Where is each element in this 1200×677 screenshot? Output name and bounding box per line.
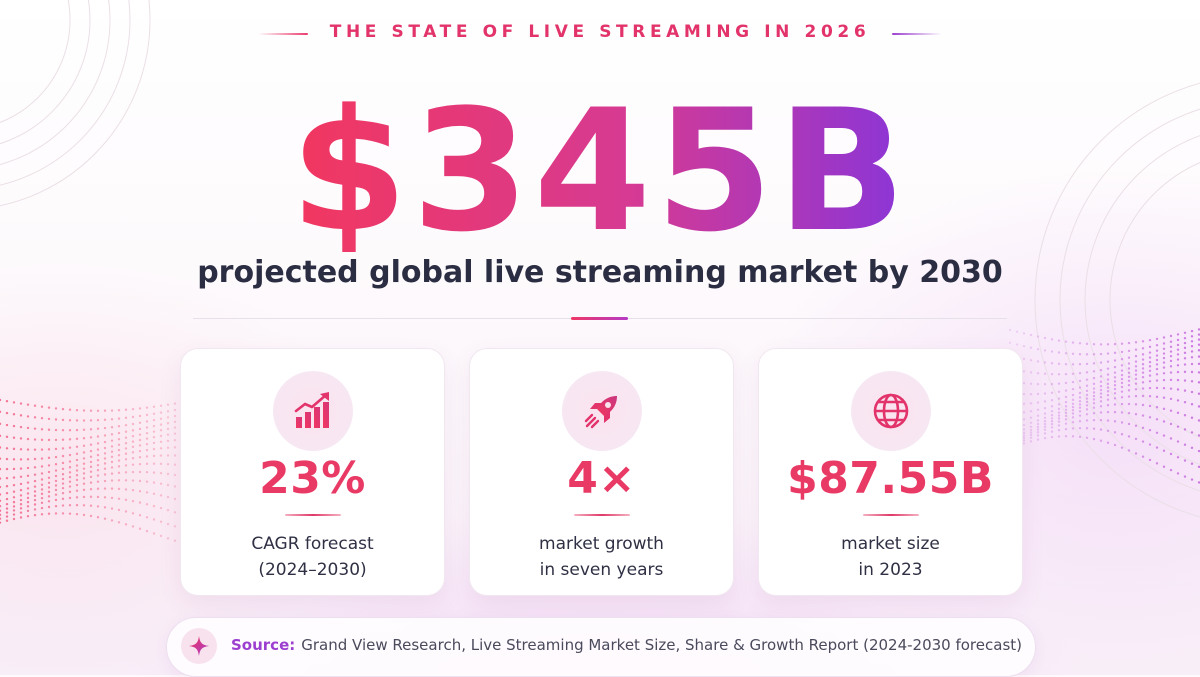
sparkle-icon xyxy=(181,628,217,664)
source-bar: Source: Grand View Research, Live Streami… xyxy=(166,617,1036,677)
source-label: Source: xyxy=(231,636,296,654)
stat-label-growth: market growth in seven years xyxy=(470,531,733,583)
stat-card-market-size: $87.55B market size in 2023 xyxy=(758,348,1023,596)
stat-label-line2: in seven years xyxy=(539,560,664,580)
kicker-title: THE STATE OF LIVE STREAMING IN 2026 xyxy=(329,22,871,42)
stat-value-growth: 4× xyxy=(567,453,636,504)
stat-label-line1: CAGR forecast xyxy=(251,534,374,554)
headline-value: $345B xyxy=(290,82,910,252)
growth-chart-icon xyxy=(272,371,353,451)
rocket-icon xyxy=(561,371,642,451)
source-text: Grand View Research, Live Streaming Mark… xyxy=(301,636,1022,654)
stat-card-cagr: 23% CAGR forecast (2024–2030) xyxy=(180,348,445,596)
stat-value-cagr: 23% xyxy=(259,453,366,504)
stat-card-growth: 4× market growth in seven years xyxy=(469,348,734,596)
divider-accent xyxy=(571,317,628,320)
stat-underline xyxy=(284,514,341,516)
stat-label-market-size: market size in 2023 xyxy=(759,531,1022,583)
stat-label-cagr: CAGR forecast (2024–2030) xyxy=(181,531,444,583)
stat-label-line2: (2024–2030) xyxy=(258,560,367,580)
source-citation: Source: Grand View Research, Live Streami… xyxy=(231,636,1022,654)
stat-label-line1: market growth xyxy=(539,534,664,554)
stat-label-line1: market size xyxy=(841,534,940,554)
subtitle: projected global live streaming market b… xyxy=(197,255,1003,290)
stat-value-market-size: $87.55B xyxy=(787,453,994,504)
stat-underline xyxy=(862,514,919,516)
stat-label-line2: in 2023 xyxy=(858,560,923,580)
stat-underline xyxy=(573,514,630,516)
kicker-line-right xyxy=(892,33,942,35)
globe-icon xyxy=(850,371,931,451)
kicker-line-left xyxy=(258,33,308,35)
svg-text:$345B: $345B xyxy=(290,82,910,252)
